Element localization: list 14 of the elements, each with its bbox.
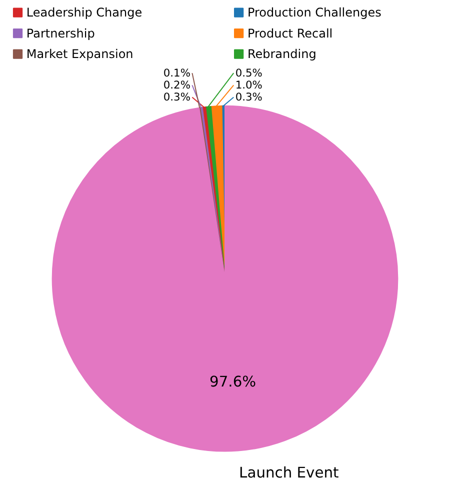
data-label: 0.2% (163, 78, 190, 92)
legend-label: Market Expansion (26, 47, 134, 62)
legend-label: Product Recall (247, 26, 333, 40)
data-label: 0.3% (163, 90, 190, 104)
data-label: 0.5% (235, 66, 262, 80)
data-label: 1.0% (235, 78, 262, 92)
data-label: 0.1% (163, 66, 190, 80)
slice-label: Launch Event (239, 464, 340, 482)
legend-label: Rebranding (247, 47, 316, 62)
legend-label: Leadership Change (26, 6, 142, 20)
legend-label: Partnership (26, 26, 95, 40)
data-label: 0.3% (235, 90, 262, 104)
data-label: 97.6% (210, 373, 256, 390)
legend-label: Production Challenges (247, 6, 382, 20)
